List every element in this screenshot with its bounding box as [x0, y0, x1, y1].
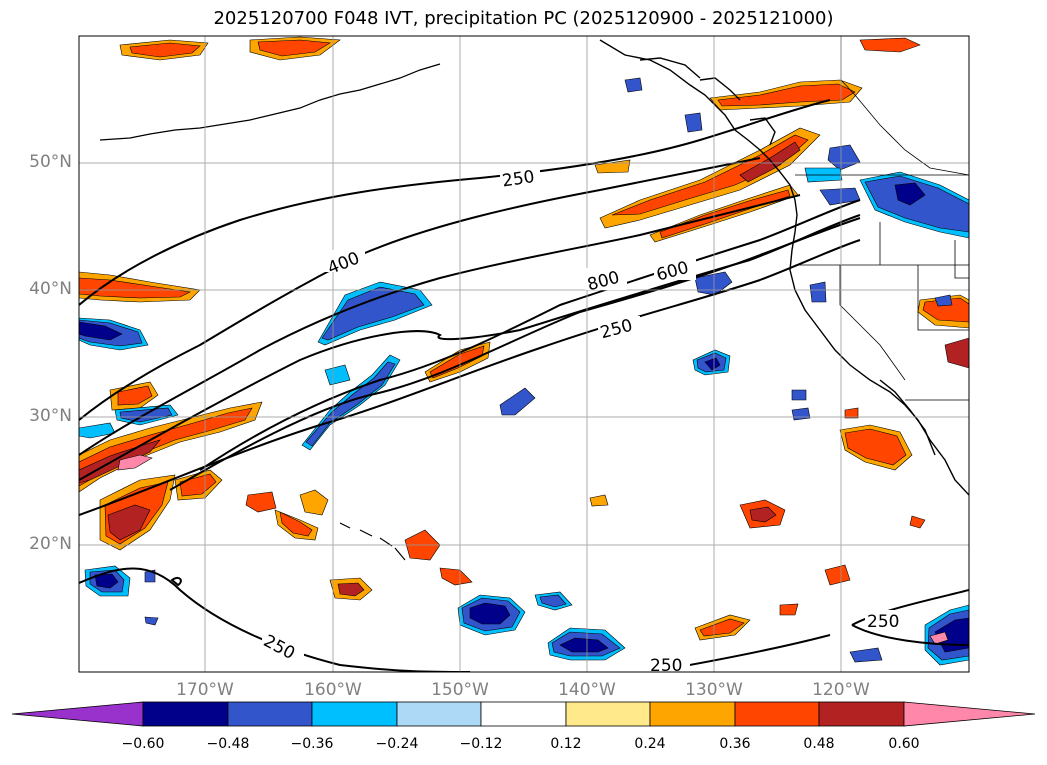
map-frame [78, 35, 970, 673]
colorbar-bin-6 [565, 701, 651, 727]
ivt-contour-800 [199, 199, 861, 471]
lat-label-40n: 40°N [29, 279, 72, 299]
lon-label-170w: 170°W [176, 680, 234, 700]
gridlines [79, 36, 969, 672]
coastlines [599, 39, 969, 496]
colorbar-bin-1 [142, 701, 229, 727]
colorbar-tick-label: 0.36 [719, 736, 751, 752]
colorbar-tick-label: −0.48 [206, 736, 250, 752]
contour-label-250-d: 250 [650, 656, 682, 676]
contour-label-250-a: 250 [501, 167, 536, 191]
contour-label-250-e: 250 [867, 612, 899, 632]
lat-label-30n: 30°N [29, 406, 72, 426]
colorbar-bin-5 [480, 701, 567, 727]
colorbar-bin-2 [227, 701, 313, 727]
lon-label-130w: 130°W [685, 680, 743, 700]
ivt-contour-250-inner [79, 239, 861, 516]
coastline-north-america [599, 39, 969, 496]
colorbar-tick-label: 0.48 [803, 736, 835, 752]
colorbar-tick-label: −0.24 [375, 736, 419, 752]
colorbar-extend-high [903, 701, 1036, 727]
lon-label-120w: 120°W [812, 680, 870, 700]
colorbar-tick-label: 0.12 [550, 736, 582, 752]
negative-precip-anomaly-areas [79, 77, 969, 666]
ivt-contour-250-outer [79, 99, 831, 306]
lon-label-150w: 150°W [431, 680, 489, 700]
map-title: 2025120700 F048 IVT, precipitation PC (2… [213, 8, 834, 29]
lon-label-140w: 140°W [558, 680, 616, 700]
colorbar-tick-label: −0.12 [459, 736, 503, 752]
ivt-contour-600 [169, 217, 861, 491]
colorbar-bin-4 [396, 701, 482, 727]
ivt-contour-400 [79, 157, 761, 421]
map-plot-area: 250 400 800 600 250 250 250 250 [79, 36, 969, 676]
colorbar-bin-7 [649, 701, 736, 727]
positive-precip-anomaly-areas [79, 36, 969, 641]
colorbar-bin-9 [818, 701, 905, 727]
lat-label-20n: 20°N [29, 534, 72, 554]
lat-label-50n: 50°N [29, 152, 72, 172]
colorbar-extend-low [11, 701, 144, 727]
ivt-contour-250-south [79, 567, 471, 672]
colorbar [11, 701, 1036, 727]
colorbar-tick-label: −0.36 [290, 736, 334, 752]
colorbar-bin-8 [734, 701, 820, 727]
colorbar-tick-label: −0.60 [121, 736, 165, 752]
colorbar-tick-label: 0.24 [634, 736, 666, 752]
lon-label-160w: 160°W [304, 680, 362, 700]
ivt-contours [79, 99, 969, 672]
colorbar-bin-3 [311, 701, 398, 727]
colorbar-tick-label: 0.60 [888, 736, 920, 752]
